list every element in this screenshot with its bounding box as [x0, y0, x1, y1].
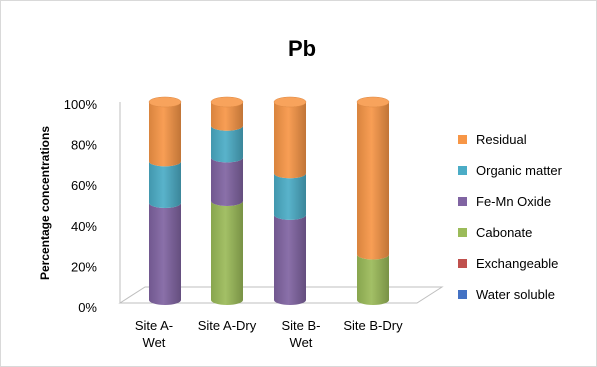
legend-swatch [458, 259, 467, 268]
bar-top-cap [273, 96, 307, 108]
legend-swatch [458, 228, 467, 237]
y-axis-label: Percentage concentrations [38, 126, 52, 280]
bars [148, 96, 390, 305]
x-axis-ticks: Site A-Wet Site A-Dry Site B-Wet Site B-Dry [135, 318, 403, 350]
bar-segment [274, 173, 306, 220]
bar-segment [274, 214, 306, 305]
y-tick-label: 20% [71, 259, 97, 274]
bar-segment [211, 125, 243, 163]
bar-segment [149, 161, 181, 208]
floor-and-axis [118, 102, 444, 304]
bar-segment [274, 102, 306, 179]
legend-label: Organic matter [476, 163, 563, 178]
legend-swatch [458, 166, 467, 175]
y-tick-label: 60% [71, 178, 97, 193]
bar-segment [211, 102, 243, 131]
bar-segment [211, 157, 243, 206]
legend: Residual Organic matter Fe-Mn Oxide Cabonat… [458, 132, 563, 302]
x-tick-label: Site A-Dry [198, 318, 257, 333]
legend-label: Water soluble [476, 287, 555, 302]
legend-swatch [458, 135, 467, 144]
legend-label: Cabonate [476, 225, 532, 240]
legend-label: Exchangeable [476, 256, 558, 271]
chart-floor [118, 286, 444, 304]
bar-segment [211, 201, 243, 305]
x-tick-label: Site B-Dry [343, 318, 403, 333]
x-tick-label: Site A-Wet [135, 318, 173, 350]
legend-label: Fe-Mn Oxide [476, 194, 551, 209]
bar-segment [149, 102, 181, 167]
y-tick-label: 0% [78, 300, 97, 315]
legend-swatch [458, 197, 467, 206]
bar-top-cap [210, 96, 244, 108]
bar-segment [357, 254, 389, 305]
x-tick-label: Site B-Wet [281, 318, 320, 350]
y-tick-label: 80% [71, 138, 97, 153]
chart-title: Pb [288, 36, 316, 61]
legend-swatch [458, 290, 467, 299]
bar-segment [357, 102, 389, 260]
y-axis-ticks: 0% 20% 40% 60% 80% 100% [64, 97, 98, 315]
bar-segment [149, 202, 181, 305]
legend-label: Residual [476, 132, 527, 147]
bar-top-cap [148, 96, 182, 108]
bar-top-cap [356, 96, 390, 108]
y-tick-label: 40% [71, 219, 97, 234]
y-tick-label: 100% [64, 97, 98, 112]
